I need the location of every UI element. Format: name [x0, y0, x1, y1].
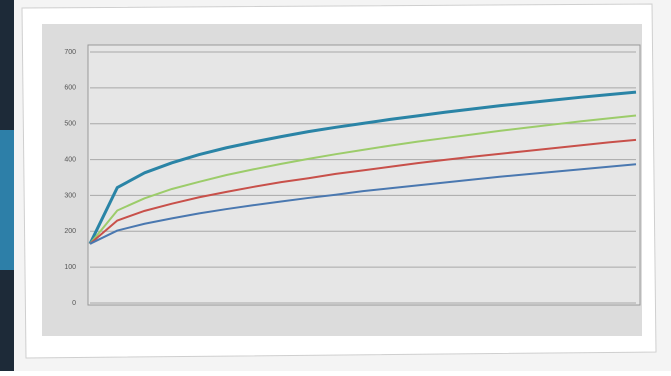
- page: 0100200300400500600700 (() => { const da…: [0, 0, 671, 371]
- y-tick-label: 400: [64, 156, 76, 163]
- chart: 0 100 200 300 400 500 600 700: [0, 0, 671, 371]
- y-tick-label: 0: [72, 300, 76, 307]
- y-tick-label: 300: [64, 192, 76, 199]
- y-tick-label: 500: [64, 121, 76, 128]
- y-tick-label: 100: [64, 264, 76, 271]
- y-tick-label: 600: [64, 85, 76, 92]
- left-edge-accent: [0, 130, 14, 270]
- plot-area: [88, 45, 640, 305]
- y-tick-label: 700: [64, 49, 76, 56]
- y-tick-label: 200: [64, 228, 76, 235]
